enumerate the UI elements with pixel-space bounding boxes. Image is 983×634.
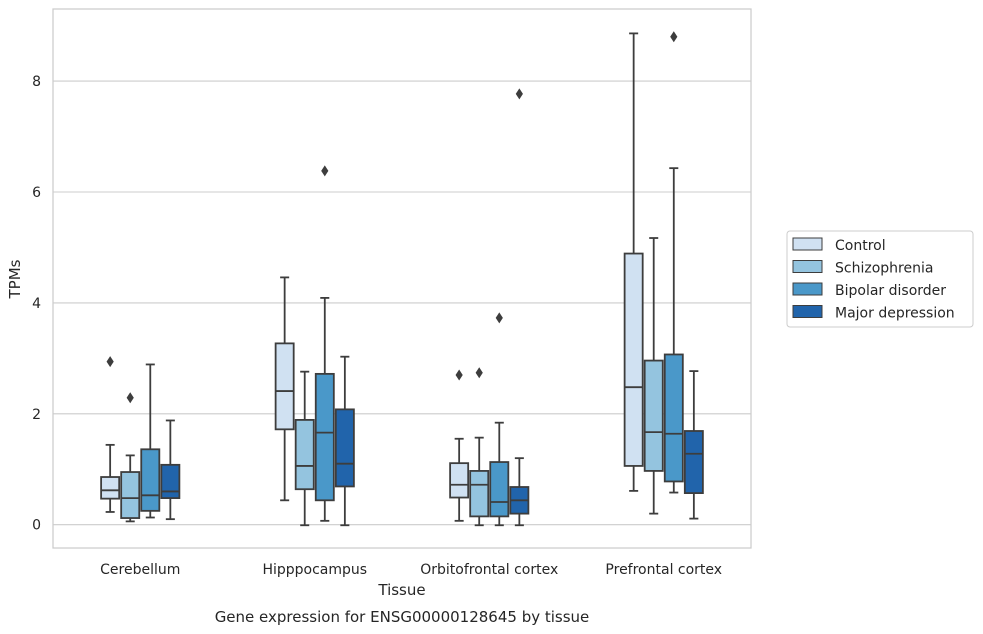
box-body: [334, 408, 355, 488]
box-body: [274, 342, 295, 431]
box-schizophrenia: [294, 370, 315, 527]
x-tick-labels: Cerebellum Hipppocampus Orbitofrontal cort…: [100, 562, 722, 578]
y-tick-label: 2: [32, 407, 41, 423]
box-body: [294, 419, 315, 491]
y-tick-label: 6: [32, 185, 41, 201]
box-body: [663, 353, 684, 483]
y-tick-label: 4: [32, 296, 41, 312]
box-body: [643, 359, 664, 472]
box-schizophrenia: [469, 367, 490, 527]
box-body: [489, 461, 510, 518]
box-major-depression: [334, 355, 355, 527]
x-axis-label: Tissue: [377, 581, 425, 599]
box-schizophrenia: [120, 392, 141, 523]
box-major-depression: [683, 370, 704, 520]
x-tick-label: Cerebellum: [100, 562, 180, 578]
legend-label: Schizophrenia: [835, 261, 933, 277]
legend-swatch: [792, 305, 823, 318]
x-tick-label: Hipppocampus: [262, 562, 367, 578]
x-tick-label: Prefrontal cortex: [605, 562, 722, 578]
box-major-depression: [160, 419, 181, 521]
plot-frame: [52, 8, 752, 549]
outlier-point: [455, 369, 463, 381]
outlier-point: [475, 367, 483, 379]
outlier-point: [495, 312, 503, 324]
legend-label: Bipolar disorder: [835, 283, 946, 299]
box-schizophrenia: [643, 237, 664, 515]
outlier-point: [321, 165, 329, 177]
outlier-point: [106, 356, 114, 368]
y-tick-labels: 0 2 4 6 8: [32, 74, 41, 534]
box-bipolar-disorder: [314, 165, 335, 522]
legend-swatch: [792, 237, 823, 251]
boxes-layer: [100, 31, 704, 527]
box-body: [160, 463, 181, 499]
box-bipolar-disorder: [489, 312, 510, 527]
y-axis-label: TPMs: [6, 259, 24, 299]
box-body: [100, 476, 121, 500]
legend-swatch: [792, 282, 823, 296]
box-control: [100, 356, 121, 513]
legend-swatch: [792, 260, 823, 273]
box-body: [140, 448, 161, 512]
x-tick-label: Orbitofrontal cortex: [420, 562, 558, 578]
box-body: [623, 252, 644, 467]
legend: Control Schizophrenia Bipolar disorder Majo…: [786, 230, 974, 328]
box-control: [623, 32, 644, 492]
box-control: [274, 276, 295, 502]
chart-caption: Gene expression for ENSG00000128645 by t…: [215, 608, 590, 626]
y-tick-label: 8: [32, 74, 41, 90]
box-body: [469, 470, 490, 518]
box-bipolar-disorder: [140, 363, 161, 519]
outlier-point: [126, 392, 134, 404]
outlier-point: [670, 31, 678, 43]
legend-label: Control: [835, 238, 886, 254]
box-body: [449, 462, 470, 499]
y-tick-label: 0: [32, 518, 41, 534]
outlier-point: [515, 88, 523, 100]
box-bipolar-disorder: [663, 31, 684, 494]
box-major-depression: [509, 88, 530, 527]
box-body: [120, 471, 141, 519]
legend-label: Major depression: [835, 306, 955, 322]
box-control: [449, 369, 470, 522]
box-body: [683, 430, 704, 495]
legend-frame: [786, 230, 974, 328]
box-body: [314, 372, 335, 502]
